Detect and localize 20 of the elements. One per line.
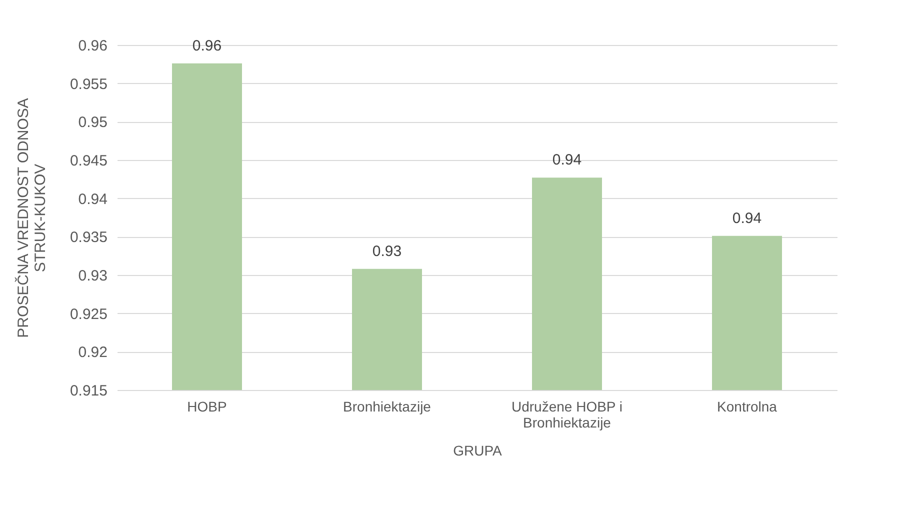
data-label: 0.94 [552, 152, 582, 169]
data-label: 0.96 [192, 37, 222, 54]
y-tick-label: 0.95 [78, 114, 108, 132]
y-tick-label: 0.96 [78, 38, 108, 54]
y-axis-title: PROSEČNA VREDNOST ODNOSA STRUK-KUKOV [14, 98, 49, 338]
data-label: 0.93 [372, 242, 402, 260]
y-tick-label: 0.955 [70, 76, 108, 93]
y-tick-label: 0.94 [78, 190, 108, 208]
x-tick-label: Udružene HOBP i Bronhiektazije [511, 398, 623, 430]
x-tick-label: Kontrolna [717, 398, 778, 414]
x-tick-label: Bronhiektazije [343, 398, 432, 414]
data-label: 0.94 [732, 210, 762, 227]
y-tick-label: 0.915 [70, 382, 108, 400]
x-axis-title: GRUPA [453, 442, 503, 458]
y-tick-label: 0.945 [70, 152, 108, 170]
y-tick-label: 0.93 [78, 268, 108, 284]
x-tick-label: HOBP [187, 398, 227, 414]
y-tick-label: 0.92 [78, 344, 108, 362]
y-tick-label: 0.925 [70, 306, 108, 323]
y-tick-label: 0.935 [70, 229, 108, 246]
